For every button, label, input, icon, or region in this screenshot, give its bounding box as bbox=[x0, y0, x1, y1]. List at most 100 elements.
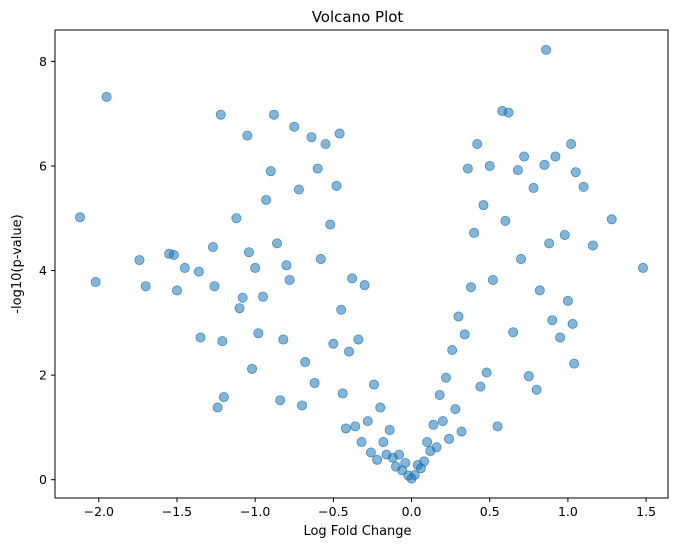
data-point bbox=[297, 400, 308, 411]
data-point bbox=[541, 44, 552, 55]
data-point bbox=[215, 109, 226, 120]
x-axis-label: Log Fold Change bbox=[303, 524, 411, 539]
data-point bbox=[570, 167, 581, 178]
data-point bbox=[293, 184, 304, 195]
y-tick-label: 0 bbox=[39, 472, 47, 487]
data-point bbox=[362, 416, 373, 427]
data-point bbox=[562, 295, 573, 306]
data-point bbox=[569, 358, 580, 369]
data-point bbox=[372, 454, 383, 465]
data-point bbox=[253, 328, 264, 339]
data-point bbox=[469, 227, 480, 238]
x-tick-label: 0.0 bbox=[402, 504, 422, 519]
data-point bbox=[284, 274, 295, 285]
y-tick-label: 2 bbox=[39, 368, 47, 383]
data-point bbox=[559, 229, 570, 240]
data-point bbox=[306, 132, 317, 143]
y-axis-label: -log10(p-value) bbox=[10, 214, 25, 313]
data-point bbox=[289, 121, 300, 132]
data-point bbox=[179, 262, 190, 273]
data-point bbox=[394, 449, 405, 460]
data-point bbox=[207, 242, 218, 253]
data-point bbox=[209, 281, 220, 292]
data-point bbox=[171, 285, 182, 296]
data-point bbox=[350, 421, 361, 432]
data-point bbox=[444, 433, 455, 444]
data-point bbox=[272, 238, 283, 249]
data-point bbox=[437, 416, 448, 427]
x-tick-label: −1.5 bbox=[162, 504, 192, 519]
data-point bbox=[247, 363, 258, 374]
data-point bbox=[400, 457, 411, 468]
data-point bbox=[503, 107, 514, 118]
data-point bbox=[278, 334, 289, 345]
data-point bbox=[434, 389, 445, 400]
data-point bbox=[325, 219, 336, 230]
data-point bbox=[523, 371, 534, 382]
data-point bbox=[231, 213, 242, 224]
data-point bbox=[637, 262, 648, 273]
data-point bbox=[353, 334, 364, 345]
data-point bbox=[550, 151, 561, 162]
data-point bbox=[218, 392, 229, 403]
data-point bbox=[481, 367, 492, 378]
data-point bbox=[375, 402, 386, 413]
y-tick-label: 4 bbox=[39, 263, 47, 278]
data-point bbox=[90, 277, 101, 288]
data-point bbox=[472, 138, 483, 149]
data-point bbox=[500, 215, 511, 226]
data-point bbox=[315, 254, 326, 265]
data-point bbox=[195, 332, 206, 343]
data-point bbox=[268, 109, 279, 120]
y-axis-ticks: 0 2 4 6 8 bbox=[39, 54, 55, 487]
data-point bbox=[534, 285, 545, 296]
data-point bbox=[419, 456, 430, 467]
data-point bbox=[555, 332, 566, 343]
data-point bbox=[340, 423, 351, 434]
data-point bbox=[453, 311, 464, 322]
data-point bbox=[320, 138, 331, 149]
data-point bbox=[75, 212, 86, 223]
x-tick-label: 1.0 bbox=[558, 504, 578, 519]
data-point bbox=[300, 357, 311, 368]
data-point bbox=[544, 238, 555, 249]
data-point bbox=[475, 381, 486, 392]
data-point bbox=[531, 384, 542, 395]
data-point bbox=[101, 91, 112, 102]
data-point bbox=[578, 181, 589, 192]
data-point bbox=[234, 303, 245, 314]
plot-frame bbox=[54, 29, 669, 499]
data-point bbox=[261, 194, 272, 205]
data-point bbox=[409, 469, 420, 480]
data-point bbox=[257, 291, 268, 302]
data-point bbox=[356, 437, 367, 448]
y-tick-label: 6 bbox=[39, 158, 47, 173]
data-point bbox=[465, 282, 476, 293]
data-point bbox=[281, 260, 292, 271]
data-point bbox=[334, 128, 345, 139]
data-point bbox=[440, 372, 451, 383]
data-point bbox=[528, 182, 539, 193]
data-point bbox=[242, 130, 253, 141]
data-point bbox=[492, 421, 503, 432]
data-point bbox=[337, 388, 348, 399]
data-point bbox=[312, 163, 323, 174]
data-point bbox=[369, 379, 380, 390]
data-point bbox=[343, 346, 354, 357]
data-point bbox=[384, 425, 395, 436]
plot-area bbox=[55, 30, 668, 498]
data-point bbox=[212, 402, 223, 413]
data-point bbox=[193, 266, 204, 277]
data-point bbox=[237, 292, 248, 303]
x-tick-label: −1.0 bbox=[240, 504, 270, 519]
data-point bbox=[512, 165, 523, 176]
x-tick-label: −2.0 bbox=[84, 504, 114, 519]
data-point bbox=[422, 437, 433, 448]
x-tick-label: −0.5 bbox=[318, 504, 348, 519]
data-point bbox=[519, 151, 530, 162]
data-point bbox=[587, 240, 598, 251]
data-point bbox=[336, 304, 347, 315]
data-point bbox=[566, 138, 577, 149]
data-point bbox=[508, 327, 519, 338]
